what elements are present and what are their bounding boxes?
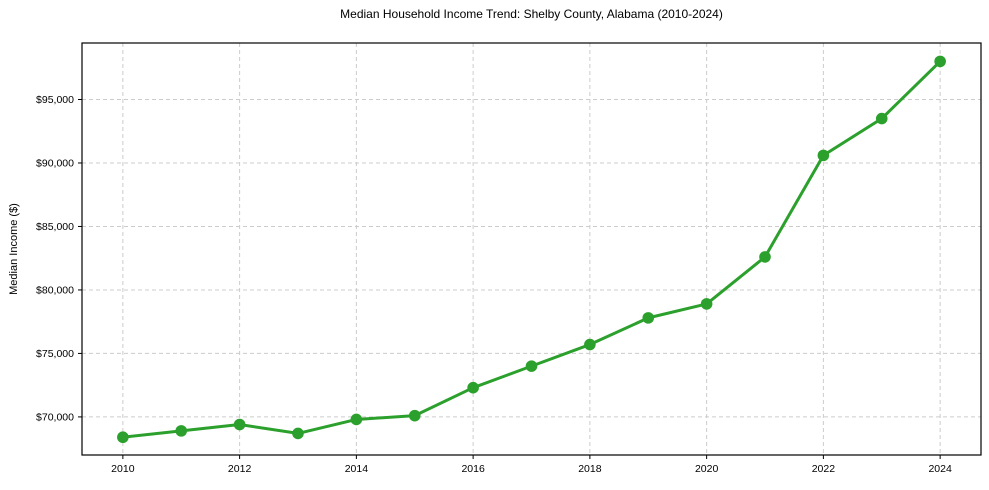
data-point-marker xyxy=(350,413,363,426)
data-point-marker xyxy=(759,251,771,263)
data-point-marker xyxy=(700,298,713,310)
data-point-marker xyxy=(934,55,946,68)
gridlines xyxy=(82,43,981,455)
data-point-marker xyxy=(584,338,596,351)
x-tick-label: 2018 xyxy=(578,463,602,475)
data-point-marker xyxy=(233,418,246,431)
income-line-series xyxy=(117,55,946,444)
x-tick-label: 2012 xyxy=(228,463,252,475)
trend-line xyxy=(122,60,942,439)
y-tick-label: $95,000 xyxy=(36,94,74,106)
x-tick-label: 2016 xyxy=(461,463,485,475)
y-tick-label: $90,000 xyxy=(36,157,74,169)
y-tick-label: $85,000 xyxy=(36,221,74,233)
data-point-marker xyxy=(875,112,888,125)
y-tick-label: $75,000 xyxy=(36,348,74,360)
data-point-marker xyxy=(525,360,538,372)
y-tick-label: $80,000 xyxy=(36,284,74,296)
chart-title: Median Household Income Trend: Shelby Co… xyxy=(340,7,723,21)
data-point-marker xyxy=(642,312,655,324)
data-point-marker xyxy=(117,431,129,444)
data-point-marker xyxy=(408,409,421,422)
x-tick-label: 2022 xyxy=(812,463,836,475)
y-tick-label: $70,000 xyxy=(36,411,74,423)
x-tick-label: 2014 xyxy=(345,463,369,475)
x-tick-label: 2020 xyxy=(695,463,719,475)
axis-tick-labels: 2010 2012 2014 2016 2018 2020 2022 2024 $70,000 $… xyxy=(36,94,952,475)
data-point-marker xyxy=(467,381,479,394)
x-tick-label: 2024 xyxy=(928,463,952,475)
x-tick-label: 2010 xyxy=(111,463,135,475)
axis-ticks xyxy=(78,98,941,459)
data-point-marker xyxy=(817,149,830,162)
data-point-marker xyxy=(175,425,188,437)
plot-frame xyxy=(81,42,982,456)
data-point-marker xyxy=(292,427,304,440)
